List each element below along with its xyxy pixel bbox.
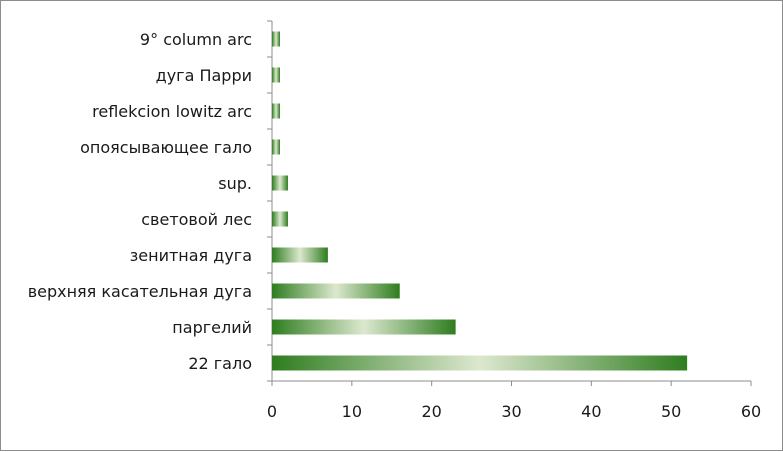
x-tick-label: 60	[741, 402, 761, 421]
bar	[272, 31, 280, 47]
category-label: паргелий	[172, 318, 252, 337]
category-label: зенитная дуга	[130, 246, 252, 265]
bar	[272, 67, 280, 83]
category-label: верхняя касательная дуга	[28, 282, 252, 301]
category-label: световой лес	[141, 210, 252, 229]
bar	[272, 247, 328, 263]
category-label: дуга Парри	[156, 66, 252, 85]
bar	[272, 283, 400, 299]
x-tick-label: 40	[581, 402, 601, 421]
bars	[272, 31, 688, 371]
x-tick-labels: 0 10 20 30 40 50 60	[267, 402, 761, 421]
bar	[272, 355, 688, 371]
bar	[272, 139, 280, 155]
x-tick-label: 10	[342, 402, 362, 421]
x-tick-label: 0	[267, 402, 277, 421]
category-label: reflekcion lowitz arc	[92, 102, 252, 121]
x-tick-label: 20	[421, 402, 441, 421]
bar	[272, 211, 288, 227]
x-tick-label: 30	[501, 402, 521, 421]
bar	[272, 103, 280, 119]
x-tick-label: 50	[661, 402, 681, 421]
category-label: sup.	[218, 174, 252, 193]
category-label: 22 гало	[188, 354, 252, 373]
category-label: 9° column arc	[140, 30, 252, 49]
bar	[272, 319, 456, 335]
bar	[272, 175, 288, 191]
category-labels: 22 гало паргелий верхняя касательная дуга з…	[28, 30, 252, 373]
category-label: опоясывающее гало	[80, 138, 252, 157]
